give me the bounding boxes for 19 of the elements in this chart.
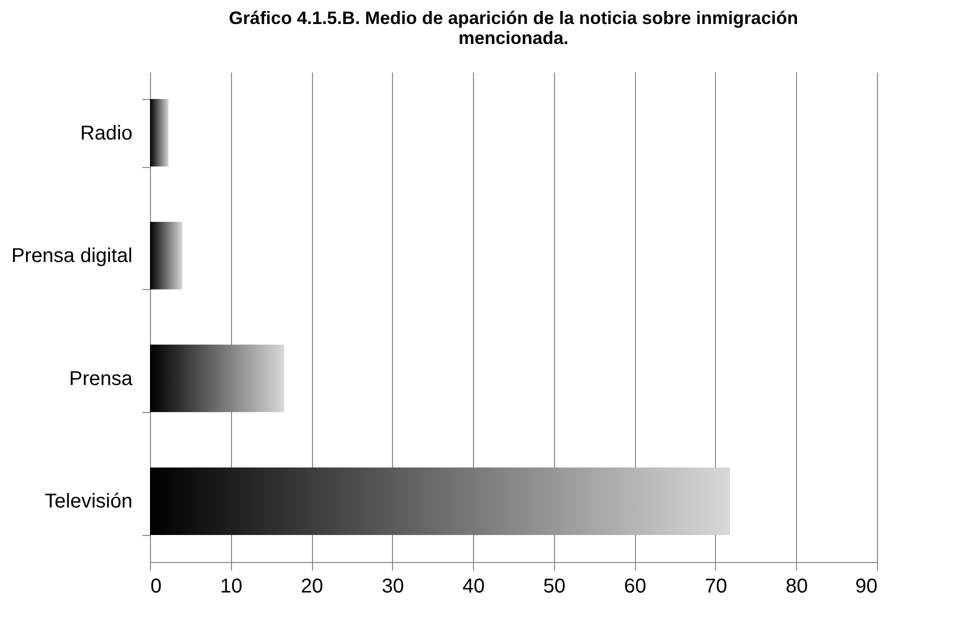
- bar: [150, 344, 284, 412]
- bar: [150, 467, 730, 535]
- y-tick-label: Radio: [80, 122, 132, 144]
- y-tick-label: Prensa: [69, 368, 134, 390]
- bar: [150, 99, 169, 167]
- x-tick-label: 20: [300, 576, 324, 598]
- x-tick-label: 80: [786, 576, 808, 598]
- x-tick-label: 60: [624, 576, 646, 598]
- bar: [150, 222, 182, 290]
- x-tick-label: 40: [462, 576, 485, 598]
- x-tick-label: 70: [704, 576, 728, 598]
- x-tick-label: 50: [543, 576, 566, 598]
- x-tick-label: 30: [382, 576, 404, 598]
- x-tick-label: 0: [150, 576, 162, 598]
- x-tick-label: 10: [220, 576, 242, 598]
- x-tick-label: 90: [855, 576, 878, 598]
- chart-title: Gráfico 4.1.5.B. Medio de aparición de la noticia sobre inmigración mencionada.: [228, 8, 798, 48]
- y-tick-label: Prensa digital: [11, 245, 132, 268]
- y-tick-label: Televisión: [44, 490, 132, 513]
